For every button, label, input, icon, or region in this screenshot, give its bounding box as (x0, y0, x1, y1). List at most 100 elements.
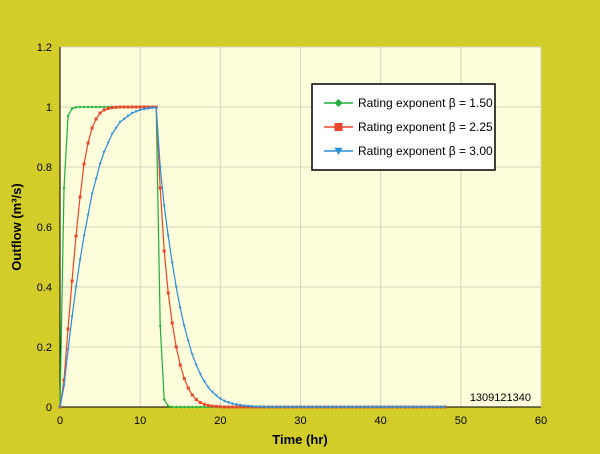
data-point (190, 393, 194, 397)
data-point (250, 405, 254, 408)
series-3 (58, 106, 447, 409)
data-point (419, 405, 423, 409)
data-point (359, 405, 363, 409)
data-point (222, 399, 226, 403)
data-point (174, 345, 178, 349)
data-point (174, 285, 178, 289)
legend-label: Rating exponent β = 1.50 (358, 96, 493, 110)
legend: Rating exponent β = 1.50 Rating exponent … (311, 83, 496, 171)
data-point (158, 165, 162, 169)
data-point (439, 405, 443, 409)
data-point (186, 339, 190, 343)
data-point (218, 405, 222, 409)
legend-marker (334, 99, 343, 107)
data-point (118, 105, 122, 109)
data-point (290, 405, 294, 409)
data-point (90, 126, 94, 130)
data-point (194, 363, 198, 367)
x-axis-title: Time (hr) (272, 432, 327, 447)
data-point (198, 401, 202, 404)
data-point (118, 120, 122, 124)
data-point (106, 141, 110, 145)
data-point (138, 105, 142, 109)
data-point (339, 405, 343, 409)
data-point (222, 405, 226, 409)
data-point (303, 405, 307, 409)
data-point (86, 213, 90, 217)
data-point (311, 405, 315, 409)
data-point (190, 405, 194, 409)
data-point (94, 177, 98, 181)
data-point (158, 324, 162, 328)
y-tick-label: 0.8 (37, 162, 52, 174)
data-point (94, 105, 98, 109)
data-point (182, 324, 186, 328)
data-point (238, 404, 242, 407)
data-point (102, 105, 106, 109)
data-point (443, 405, 447, 409)
data-point (62, 378, 66, 382)
data-point (58, 405, 62, 409)
data-point (178, 363, 182, 367)
y-tick-label: 0.6 (37, 222, 52, 234)
data-point (355, 405, 359, 409)
y-tick-label: 0.2 (37, 342, 52, 354)
data-point (431, 405, 435, 409)
data-point (66, 327, 70, 331)
data-point (78, 195, 82, 199)
data-point (122, 105, 126, 109)
annotation-code: 1309121340 (470, 392, 531, 404)
data-point (266, 405, 270, 409)
data-point (170, 261, 174, 265)
data-point (98, 162, 102, 166)
data-point (274, 405, 278, 409)
data-point (242, 404, 246, 408)
data-point (162, 249, 166, 253)
data-point (198, 372, 202, 376)
data-point (238, 405, 242, 409)
data-point (82, 162, 86, 166)
data-point (230, 402, 234, 406)
data-point (106, 107, 110, 110)
data-point (403, 405, 407, 409)
data-point (214, 404, 218, 408)
data-point (62, 186, 66, 190)
data-point (282, 405, 286, 409)
y-tick-label: 1.2 (37, 42, 52, 54)
data-point (407, 405, 411, 409)
data-point (126, 114, 130, 118)
y-tick-label: 1 (46, 102, 52, 114)
data-point (162, 204, 166, 208)
data-point (206, 404, 210, 407)
data-point (178, 405, 182, 409)
data-point (142, 105, 146, 109)
x-tick-label: 20 (214, 415, 226, 427)
legend-item: Rating exponent β = 3.00 (324, 144, 493, 158)
data-point (278, 405, 282, 409)
data-point (202, 380, 206, 383)
data-point (174, 405, 178, 409)
legend-marker (334, 147, 343, 155)
data-point (170, 405, 174, 409)
data-point (70, 279, 74, 283)
data-point (379, 405, 383, 409)
data-point (262, 405, 266, 409)
data-point (186, 405, 190, 409)
data-point (387, 405, 391, 409)
data-point (114, 126, 118, 130)
data-point (166, 234, 170, 238)
data-point (182, 405, 186, 409)
x-tick-label: 60 (535, 415, 547, 427)
data-point (234, 403, 238, 407)
data-point (299, 405, 302, 409)
data-point (98, 111, 102, 115)
data-point (391, 405, 395, 409)
data-point (78, 258, 82, 262)
data-point (427, 405, 431, 409)
data-point (315, 405, 319, 409)
data-point (82, 105, 86, 109)
data-point (351, 405, 355, 409)
data-point (66, 348, 70, 352)
data-point (347, 405, 351, 409)
